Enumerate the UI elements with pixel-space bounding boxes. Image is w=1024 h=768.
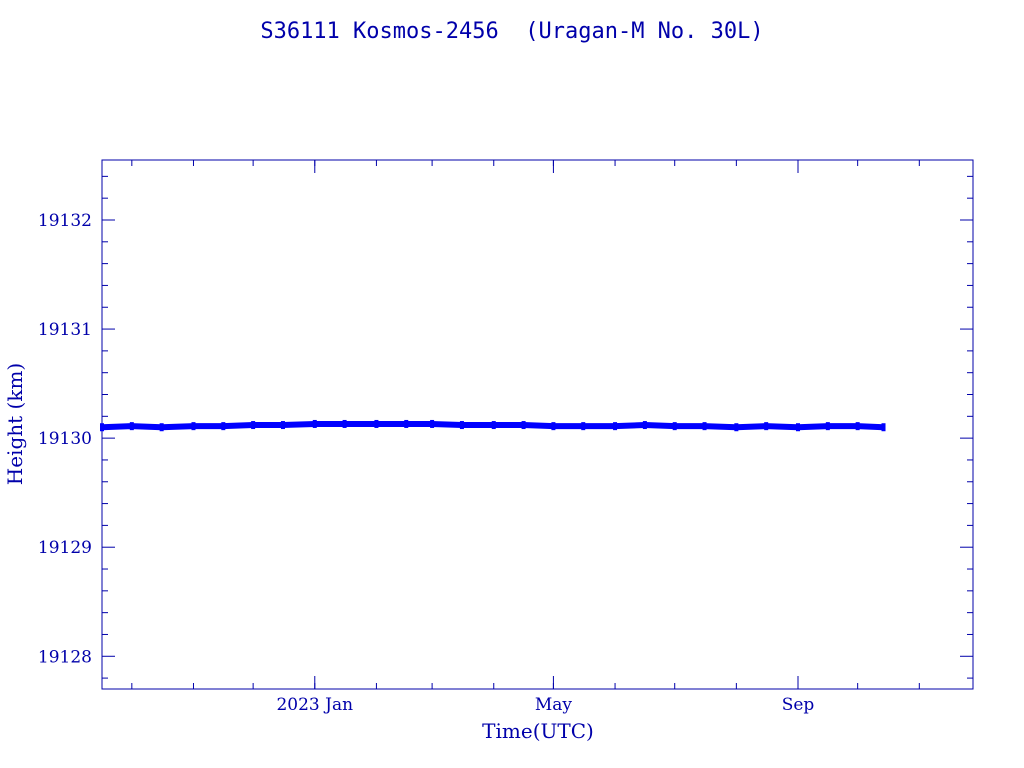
y-tick-labels: 19128 19129 19130 19131 19132 xyxy=(38,211,92,667)
y-tick-label: 19130 xyxy=(38,429,92,449)
data-point xyxy=(642,421,647,430)
x-tick-label: Sep xyxy=(782,695,815,715)
data-point xyxy=(342,419,347,428)
x-tick-label: May xyxy=(535,695,573,715)
data-point xyxy=(430,419,435,428)
data-point xyxy=(613,422,618,431)
data-point xyxy=(764,422,769,431)
data-point xyxy=(551,422,556,431)
y-tick-label: 19128 xyxy=(38,647,92,667)
data-point xyxy=(191,422,196,431)
data-point xyxy=(374,419,379,428)
data-point xyxy=(404,419,409,428)
axis-ticks xyxy=(102,160,973,689)
data-point xyxy=(796,423,801,432)
data-point xyxy=(280,421,285,430)
data-series xyxy=(100,419,886,432)
y-axis-label: Height (km) xyxy=(3,363,27,485)
data-point xyxy=(881,423,886,432)
data-point xyxy=(221,422,226,431)
y-tick-label: 19131 xyxy=(38,320,92,340)
x-tick-label: 2023 Jan xyxy=(276,695,353,715)
x-tick-labels: 2023 Jan May Sep xyxy=(276,695,814,715)
data-point xyxy=(100,423,104,432)
data-point xyxy=(129,422,134,431)
data-point xyxy=(581,422,586,431)
data-point xyxy=(672,422,677,431)
data-point xyxy=(459,421,464,430)
data-point xyxy=(855,422,860,431)
data-point xyxy=(491,421,496,430)
y-tick-label: 19129 xyxy=(38,538,92,558)
data-point xyxy=(825,422,830,431)
data-point xyxy=(521,421,526,430)
data-point xyxy=(312,419,317,428)
data-point xyxy=(734,423,739,432)
data-point xyxy=(251,421,256,430)
data-point xyxy=(702,422,707,431)
y-tick-label: 19132 xyxy=(38,211,92,231)
x-axis-label: Time(UTC) xyxy=(482,719,594,743)
chart-title: S36111 Kosmos-2456 (Uragan-M No. 30L) xyxy=(260,19,763,44)
data-point xyxy=(159,423,164,432)
